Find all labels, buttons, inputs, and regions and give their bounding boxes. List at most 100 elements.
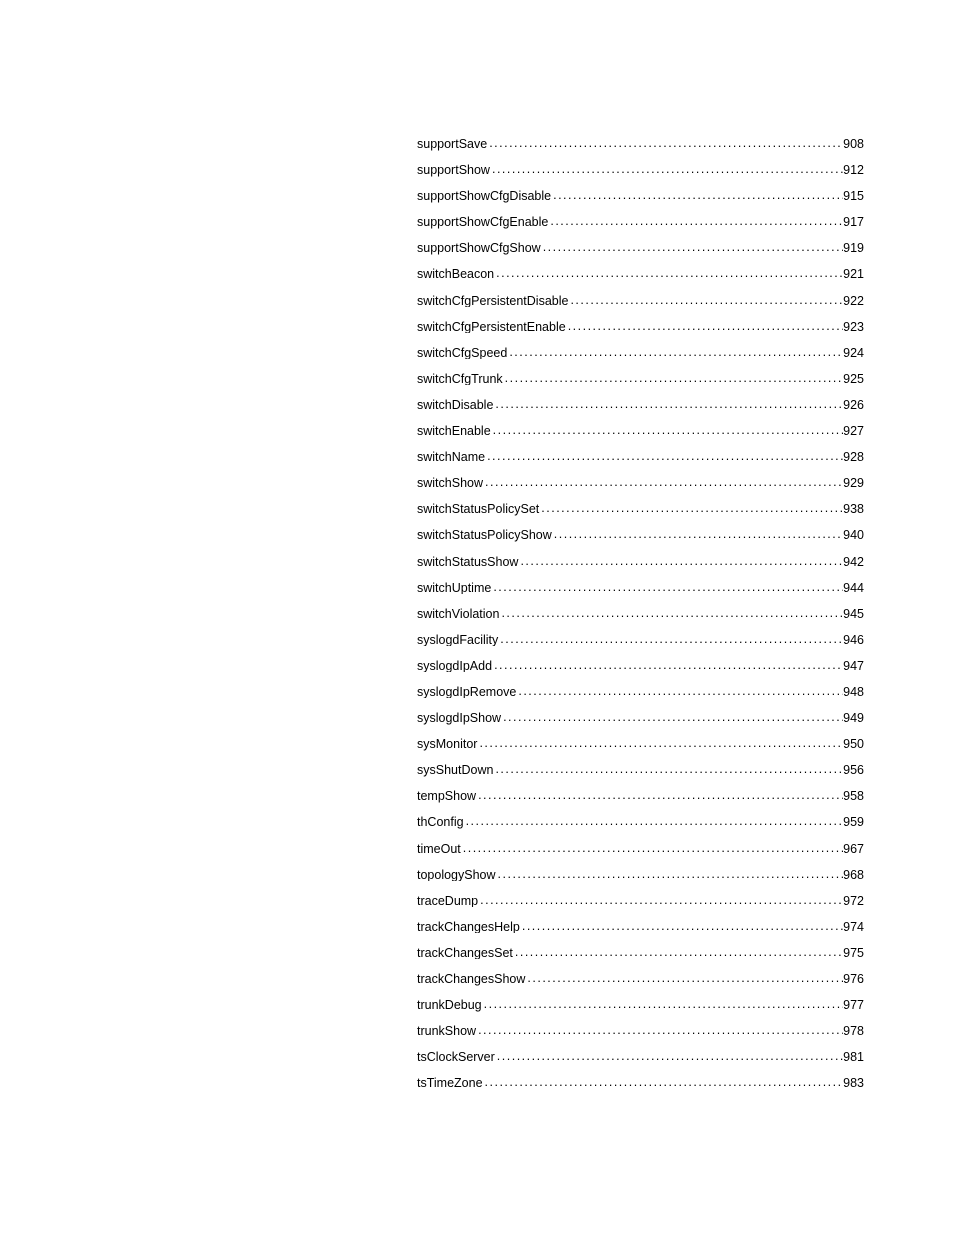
toc-entry-page: 942 — [843, 556, 864, 569]
toc-leader-dots — [493, 764, 843, 776]
toc-entry: traceDump972 — [417, 895, 864, 908]
toc-entry-label: supportShowCfgShow — [417, 242, 541, 255]
toc-entry: switchStatusPolicyShow940 — [417, 529, 864, 542]
toc-entry-page: 958 — [843, 790, 864, 803]
toc-entry: switchCfgPersistentDisable922 — [417, 295, 864, 308]
toc-entry-page: 981 — [843, 1051, 864, 1064]
toc-entry-page: 924 — [843, 347, 864, 360]
toc-entry-page: 948 — [843, 686, 864, 699]
toc-entry: switchStatusPolicySet 938 — [417, 503, 864, 516]
toc-entry-label: syslogdIpAdd — [417, 660, 492, 673]
toc-leader-dots — [494, 268, 843, 280]
toc-entry-page: 940 — [843, 529, 864, 542]
toc-entry-page: 974 — [843, 921, 864, 934]
toc-leader-dots — [552, 529, 843, 541]
toc-entry-page: 917 — [843, 216, 864, 229]
toc-entry: switchEnable 927 — [417, 425, 864, 438]
toc-leader-dots — [487, 138, 843, 150]
toc-entry: timeOut 967 — [417, 843, 864, 856]
toc-leader-dots — [525, 973, 843, 985]
toc-leader-dots — [539, 503, 843, 515]
toc-entry: switchDisable 926 — [417, 399, 864, 412]
toc-entry-page: 975 — [843, 947, 864, 960]
toc-leader-dots — [490, 164, 843, 176]
toc-leader-dots — [513, 947, 843, 959]
toc-leader-dots — [493, 399, 843, 411]
toc-leader-dots — [501, 712, 843, 724]
toc-leader-dots — [464, 816, 844, 828]
toc-leader-dots — [496, 869, 844, 881]
toc-entry-label: supportShow — [417, 164, 490, 177]
toc-entry: switchName 928 — [417, 451, 864, 464]
toc-leader-dots — [551, 190, 843, 202]
toc-entry-page: 946 — [843, 634, 864, 647]
toc-entry-label: sysMonitor — [417, 738, 477, 751]
toc-entry-label: supportShowCfgDisable — [417, 190, 551, 203]
toc-leader-dots — [541, 242, 843, 254]
toc-leader-dots — [518, 556, 843, 568]
toc-entry-label: thConfig — [417, 816, 464, 829]
toc-entry-page: 949 — [843, 712, 864, 725]
toc-entry: trunkShow 978 — [417, 1025, 864, 1038]
toc-leader-dots — [477, 738, 843, 750]
toc-leader-dots — [568, 295, 843, 307]
toc-entry: tempShow958 — [417, 790, 864, 803]
toc-entry-page: 959 — [843, 816, 864, 829]
toc-entry-label: switchDisable — [417, 399, 493, 412]
toc-leader-dots — [491, 425, 843, 437]
toc-entry: supportShowCfgShow 919 — [417, 242, 864, 255]
toc-leader-dots — [478, 895, 843, 907]
toc-entry-label: switchEnable — [417, 425, 491, 438]
toc-entry-label: switchUptime — [417, 582, 491, 595]
toc-entry-label: switchStatusPolicySet — [417, 503, 539, 516]
toc-leader-dots — [499, 608, 843, 620]
toc-entry-page: 927 — [843, 425, 864, 438]
toc-entry-label: timeOut — [417, 843, 461, 856]
toc-leader-dots — [485, 451, 843, 463]
toc-entry-label: syslogdFacility — [417, 634, 498, 647]
toc-entry: trunkDebug977 — [417, 999, 864, 1012]
toc-entry-page: 908 — [843, 138, 864, 151]
toc-entry-label: trunkShow — [417, 1025, 476, 1038]
toc-entry-page: 978 — [843, 1025, 864, 1038]
toc-entry-page: 926 — [843, 399, 864, 412]
toc-entry-page: 950 — [843, 738, 864, 751]
toc-entry-page: 928 — [843, 451, 864, 464]
toc-entry-page: 923 — [843, 321, 864, 334]
toc-entry-label: supportSave — [417, 138, 487, 151]
toc-entry: topologyShow968 — [417, 869, 864, 882]
toc-leader-dots — [503, 373, 843, 385]
toc-leader-dots — [516, 686, 843, 698]
toc-leader-dots — [507, 347, 843, 359]
toc-entry-label: trackChangesShow — [417, 973, 525, 986]
toc-entry: sysMonitor 950 — [417, 738, 864, 751]
toc-entry: switchCfgSpeed 924 — [417, 347, 864, 360]
toc-entry: trackChangesSet975 — [417, 947, 864, 960]
toc-entry: switchBeacon921 — [417, 268, 864, 281]
toc-entry-label: traceDump — [417, 895, 478, 908]
toc-entry-label: switchCfgPersistentEnable — [417, 321, 566, 334]
toc-entry: supportShowCfgDisable915 — [417, 190, 864, 203]
toc-entry-page: 922 — [843, 295, 864, 308]
toc-entry-label: tsClockServer — [417, 1051, 495, 1064]
toc-entry-label: syslogdIpRemove — [417, 686, 516, 699]
toc-entry-page: 919 — [843, 242, 864, 255]
toc-leader-dots — [520, 921, 843, 933]
toc-entry: syslogdIpRemove 948 — [417, 686, 864, 699]
toc-leader-dots — [548, 216, 843, 228]
toc-entry-page: 938 — [843, 503, 864, 516]
toc-entry: thConfig 959 — [417, 816, 864, 829]
toc-entry-label: switchStatusShow — [417, 556, 518, 569]
toc-entry-label: switchCfgSpeed — [417, 347, 507, 360]
toc-list: supportSave 908 supportShow912 supportShowC… — [417, 138, 864, 1090]
toc-entry: switchCfgTrunk925 — [417, 373, 864, 386]
toc-entry: switchShow929 — [417, 477, 864, 490]
toc-entry-label: topologyShow — [417, 869, 496, 882]
toc-entry: syslogdIpAdd947 — [417, 660, 864, 673]
toc-entry: supportShow912 — [417, 164, 864, 177]
toc-leader-dots — [476, 790, 843, 802]
toc-entry-page: 956 — [843, 764, 864, 777]
toc-entry-page: 967 — [843, 843, 864, 856]
toc-entry-page: 929 — [843, 477, 864, 490]
toc-entry-label: switchName — [417, 451, 485, 464]
